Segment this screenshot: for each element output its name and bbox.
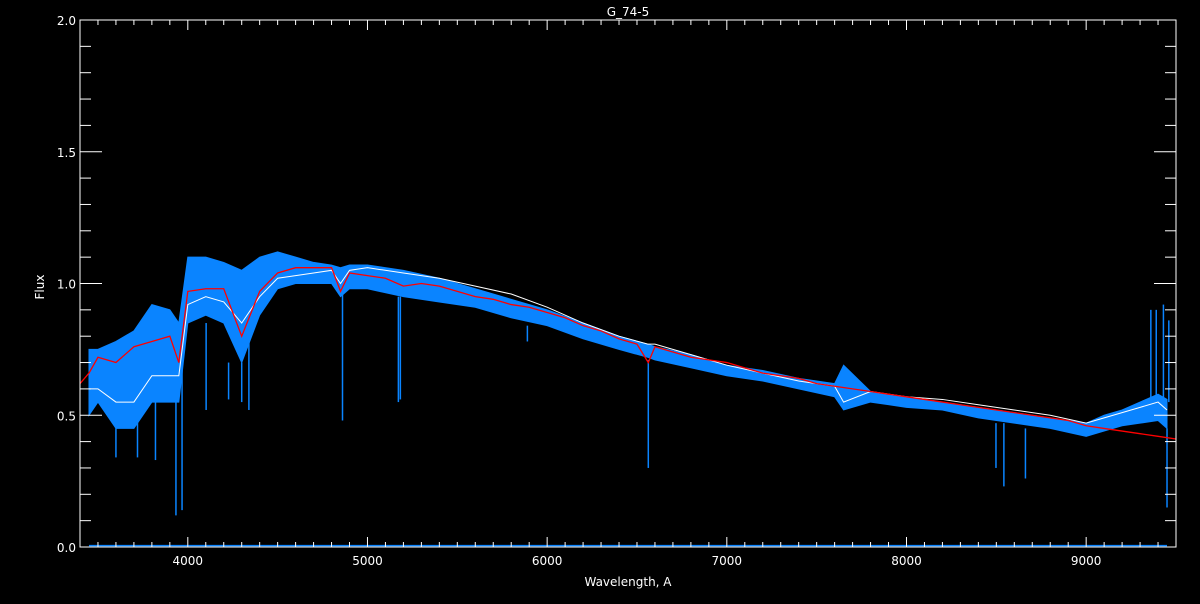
axes-layer: 4000 5000 6000 7000 8000 9000 0.0 0.5 1.0 1.5 2.0: [57, 14, 1177, 568]
x-tick-label: 4000: [173, 554, 204, 568]
y-tick-label: 2.0: [57, 14, 76, 28]
x-axis-label: Wavelength, A: [584, 575, 672, 589]
y-tick-label: 1.0: [57, 278, 76, 292]
x-tick-label: 8000: [891, 554, 922, 568]
series-line-white: [88, 267, 1168, 424]
series-layer: [79, 251, 1177, 547]
series-line-red: [79, 267, 1177, 440]
y-tick-label: 0.5: [57, 409, 76, 423]
x-tick-label: 9000: [1071, 554, 1102, 568]
y-tick-label: 0.0: [57, 541, 76, 555]
x-tick-label: 6000: [532, 554, 563, 568]
y-tick-label: 1.5: [57, 146, 76, 160]
x-tick-label: 7000: [712, 554, 743, 568]
y-axis-label: Flux: [33, 275, 47, 300]
x-tick-label: 5000: [352, 554, 383, 568]
chart-title: G_74-5: [607, 5, 650, 19]
